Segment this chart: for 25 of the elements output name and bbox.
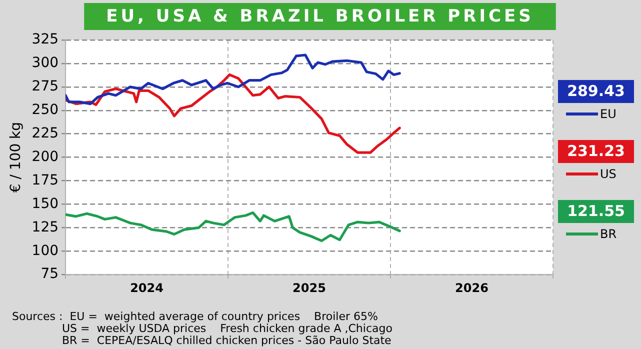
y-tick-label: 150 — [32, 196, 59, 212]
y-tick-label: 75 — [40, 266, 59, 282]
x-tick-label: 2025 — [292, 280, 326, 295]
chart-title: EU, USA & BRAZIL BROILER PRICES — [106, 6, 534, 26]
y-tick-label: 300 — [32, 55, 59, 72]
y-tick-label: 200 — [32, 148, 59, 165]
y-tick-label: 250 — [32, 102, 59, 118]
y-tick-label: 175 — [32, 172, 59, 188]
text: BR = CEPEA/ESALQ chilled chicken prices - São Paulo State — [62, 334, 392, 347]
legend-label: EU — [600, 107, 616, 122]
y-tick-label: 125 — [32, 219, 59, 236]
x-tick-label: 2026 — [455, 280, 488, 295]
y-axis-title: € / 100 kg — [8, 122, 24, 193]
text: US = weekly USDA prices Fresh chicken grade A ,Chicago — [62, 322, 393, 335]
y-tick-label: 100 — [32, 242, 59, 259]
text: 121.55 — [567, 202, 625, 220]
legend-label: BR — [600, 227, 617, 242]
text: 289.43 — [567, 82, 625, 100]
y-tick-label: 275 — [32, 78, 59, 95]
y-tick-label: 225 — [32, 125, 59, 142]
source-note: Sources : EU = weighted average of country prices Broiler 65% — [12, 310, 378, 323]
x-tick-label: 2024 — [130, 280, 164, 295]
legend-label: US — [600, 167, 616, 182]
y-tick-label: 325 — [32, 32, 59, 48]
text: 231.23 — [567, 142, 625, 160]
